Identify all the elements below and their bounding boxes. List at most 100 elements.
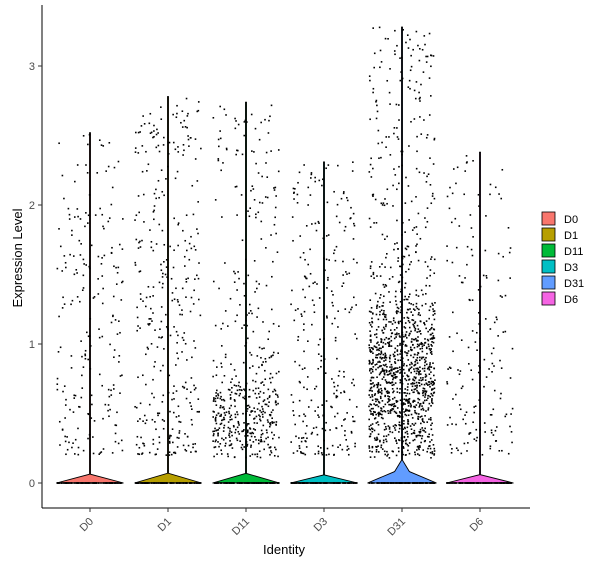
- data-point: [229, 394, 232, 396]
- data-point: [253, 418, 255, 420]
- data-point: [375, 328, 378, 331]
- data-point: [155, 428, 157, 431]
- data-point: [409, 346, 412, 349]
- data-point: [408, 400, 410, 403]
- data-point: [377, 300, 379, 303]
- data-point: [248, 396, 250, 398]
- data-point: [369, 389, 372, 392]
- data-point: [143, 442, 145, 445]
- data-point: [143, 123, 146, 125]
- data-point: [372, 348, 374, 351]
- data-point: [108, 415, 110, 418]
- data-point: [161, 418, 164, 421]
- data-point: [375, 363, 378, 365]
- data-point: [410, 413, 413, 416]
- data-point: [147, 482, 150, 484]
- x-tick-label: D31: [385, 516, 408, 539]
- data-point: [265, 284, 268, 287]
- data-point: [165, 258, 168, 261]
- data-point: [426, 277, 428, 279]
- data-point: [88, 433, 91, 436]
- data-point: [220, 328, 223, 330]
- data-point: [230, 414, 233, 417]
- data-point: [483, 482, 486, 484]
- data-point: [246, 431, 249, 434]
- data-point: [408, 254, 410, 257]
- data-point: [172, 266, 175, 269]
- data-point: [431, 434, 434, 436]
- data-point: [449, 367, 452, 369]
- data-point: [265, 437, 267, 440]
- data-point: [114, 440, 117, 443]
- data-point: [309, 482, 311, 484]
- data-point: [167, 391, 170, 394]
- data-point: [199, 314, 202, 317]
- data-point: [410, 371, 412, 374]
- data-point: [400, 306, 402, 308]
- data-point: [410, 405, 412, 408]
- data-point: [408, 442, 411, 444]
- data-point: [298, 447, 301, 449]
- data-point: [490, 431, 493, 434]
- data-point: [426, 435, 429, 438]
- data-point: [328, 259, 330, 261]
- data-point: [73, 482, 75, 484]
- data-point: [303, 386, 305, 389]
- data-point: [214, 446, 217, 448]
- data-point: [424, 364, 426, 367]
- data-point: [387, 433, 390, 436]
- data-point: [461, 385, 464, 388]
- data-point: [302, 436, 305, 439]
- data-point: [112, 295, 115, 298]
- data-point: [80, 243, 82, 245]
- data-point: [401, 150, 404, 153]
- x-tick-label: D6: [468, 516, 486, 534]
- data-point: [66, 436, 68, 438]
- data-point: [306, 388, 308, 391]
- data-point: [263, 347, 265, 350]
- data-point: [69, 253, 71, 256]
- data-point: [252, 441, 255, 443]
- data-point: [150, 246, 153, 249]
- data-point: [383, 435, 385, 438]
- data-point: [376, 275, 378, 277]
- data-point: [428, 345, 430, 348]
- data-point: [380, 444, 383, 447]
- data-point: [394, 482, 397, 484]
- data-point: [150, 240, 153, 243]
- data-point: [388, 344, 391, 347]
- data-point: [373, 66, 376, 69]
- data-point: [383, 338, 386, 341]
- data-point: [234, 320, 237, 323]
- data-point: [215, 439, 217, 441]
- data-point: [422, 391, 425, 394]
- data-point: [246, 443, 249, 446]
- data-point: [418, 404, 421, 407]
- data-point: [368, 369, 371, 372]
- data-point: [434, 312, 436, 315]
- data-point: [214, 324, 217, 327]
- data-point: [431, 345, 433, 347]
- data-point: [154, 453, 157, 456]
- data-point: [477, 289, 480, 291]
- data-point: [371, 394, 373, 396]
- data-point: [272, 351, 275, 354]
- data-point: [330, 482, 333, 484]
- data-point: [429, 385, 431, 388]
- data-point: [451, 423, 453, 425]
- data-point: [344, 482, 347, 484]
- data-point: [375, 439, 378, 441]
- data-point: [194, 138, 197, 140]
- data-point: [196, 110, 199, 113]
- data-point: [410, 303, 412, 305]
- data-point: [433, 337, 436, 339]
- data-point: [86, 331, 88, 334]
- data-point: [117, 160, 120, 163]
- data-point: [431, 323, 433, 326]
- data-point: [352, 420, 355, 423]
- data-point: [496, 318, 498, 321]
- data-point: [400, 349, 403, 351]
- x-tick-label: D0: [78, 516, 96, 534]
- data-point: [354, 333, 356, 335]
- data-point: [413, 370, 416, 373]
